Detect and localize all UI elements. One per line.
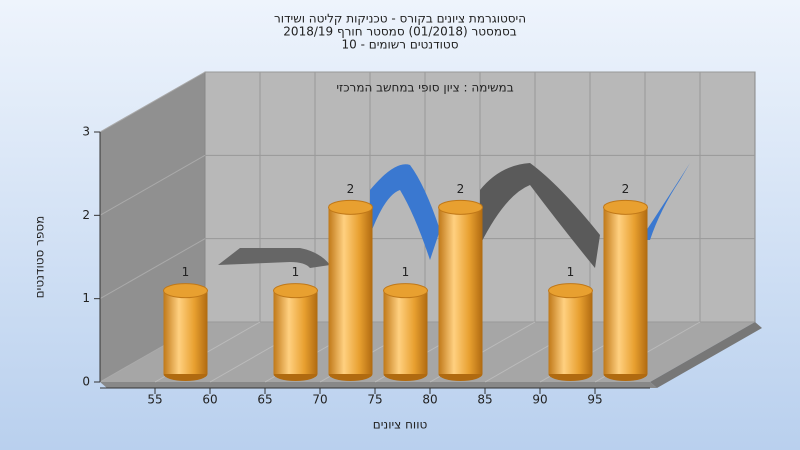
x-tick-label: 65: [257, 393, 272, 407]
x-tick-label: 85: [477, 393, 492, 407]
bar-part: [548, 283, 593, 299]
data-label: 1: [182, 265, 190, 279]
bar-part: [603, 207, 648, 374]
x-tick-label: 60: [202, 393, 217, 407]
x-tick-label: 95: [587, 393, 602, 407]
x-tick-label: 55: [147, 393, 162, 407]
data-label: 2: [622, 182, 630, 196]
data-label: 1: [292, 265, 300, 279]
grid-line: [99, 71, 206, 133]
annotation: במשימה : ציון סופי במחשב המרכזי: [336, 81, 513, 95]
data-label: 2: [457, 182, 465, 196]
bar: [383, 283, 428, 381]
chart-subtitle: סטודנטים רשומים - 10: [341, 38, 458, 52]
bar-part: [273, 290, 318, 374]
bar-part: [438, 199, 483, 215]
curve-ribbon: [218, 163, 690, 268]
bar: [438, 199, 483, 381]
bar: [603, 199, 648, 381]
chart-subtitle: בסמסטר (01/2018) סמסטר חורף 2018/19: [283, 25, 516, 39]
x-axis-label: טווח ציונים: [373, 418, 428, 432]
y-tick-label: 1: [82, 291, 90, 305]
bar-part: [603, 199, 648, 215]
data-label: 1: [402, 265, 410, 279]
data-label: 1: [567, 265, 575, 279]
bar-part: [548, 290, 593, 374]
bar-part: [383, 283, 428, 299]
bar: [273, 283, 318, 381]
bar-part: [273, 283, 318, 299]
bar: [163, 283, 208, 381]
bar-part: [328, 199, 373, 215]
bar: [328, 199, 373, 381]
x-tick-label: 90: [532, 393, 547, 407]
floor-edge: [100, 382, 657, 388]
bar-part: [163, 283, 208, 299]
bar-part: [383, 290, 428, 374]
bar-part: [328, 207, 373, 374]
y-axis-label: מספר סטודנטים: [33, 216, 47, 299]
y-tick-label: 2: [82, 208, 90, 222]
x-tick-label: 80: [422, 393, 437, 407]
data-label: 2: [347, 182, 355, 196]
grid-line: [99, 154, 206, 216]
x-tick-label: 70: [312, 393, 327, 407]
chart-title: היסטוגרמת ציונים בקורס - טכניקות קליטה ו…: [274, 12, 526, 26]
floor-edge: [650, 322, 762, 388]
bar-part: [163, 290, 208, 374]
y-tick-label: 0: [82, 375, 90, 389]
bar-part: [438, 207, 483, 374]
y-tick-label: 3: [82, 125, 90, 139]
bar: [548, 283, 593, 381]
x-tick-label: 75: [367, 393, 382, 407]
grid-line: [99, 238, 206, 300]
